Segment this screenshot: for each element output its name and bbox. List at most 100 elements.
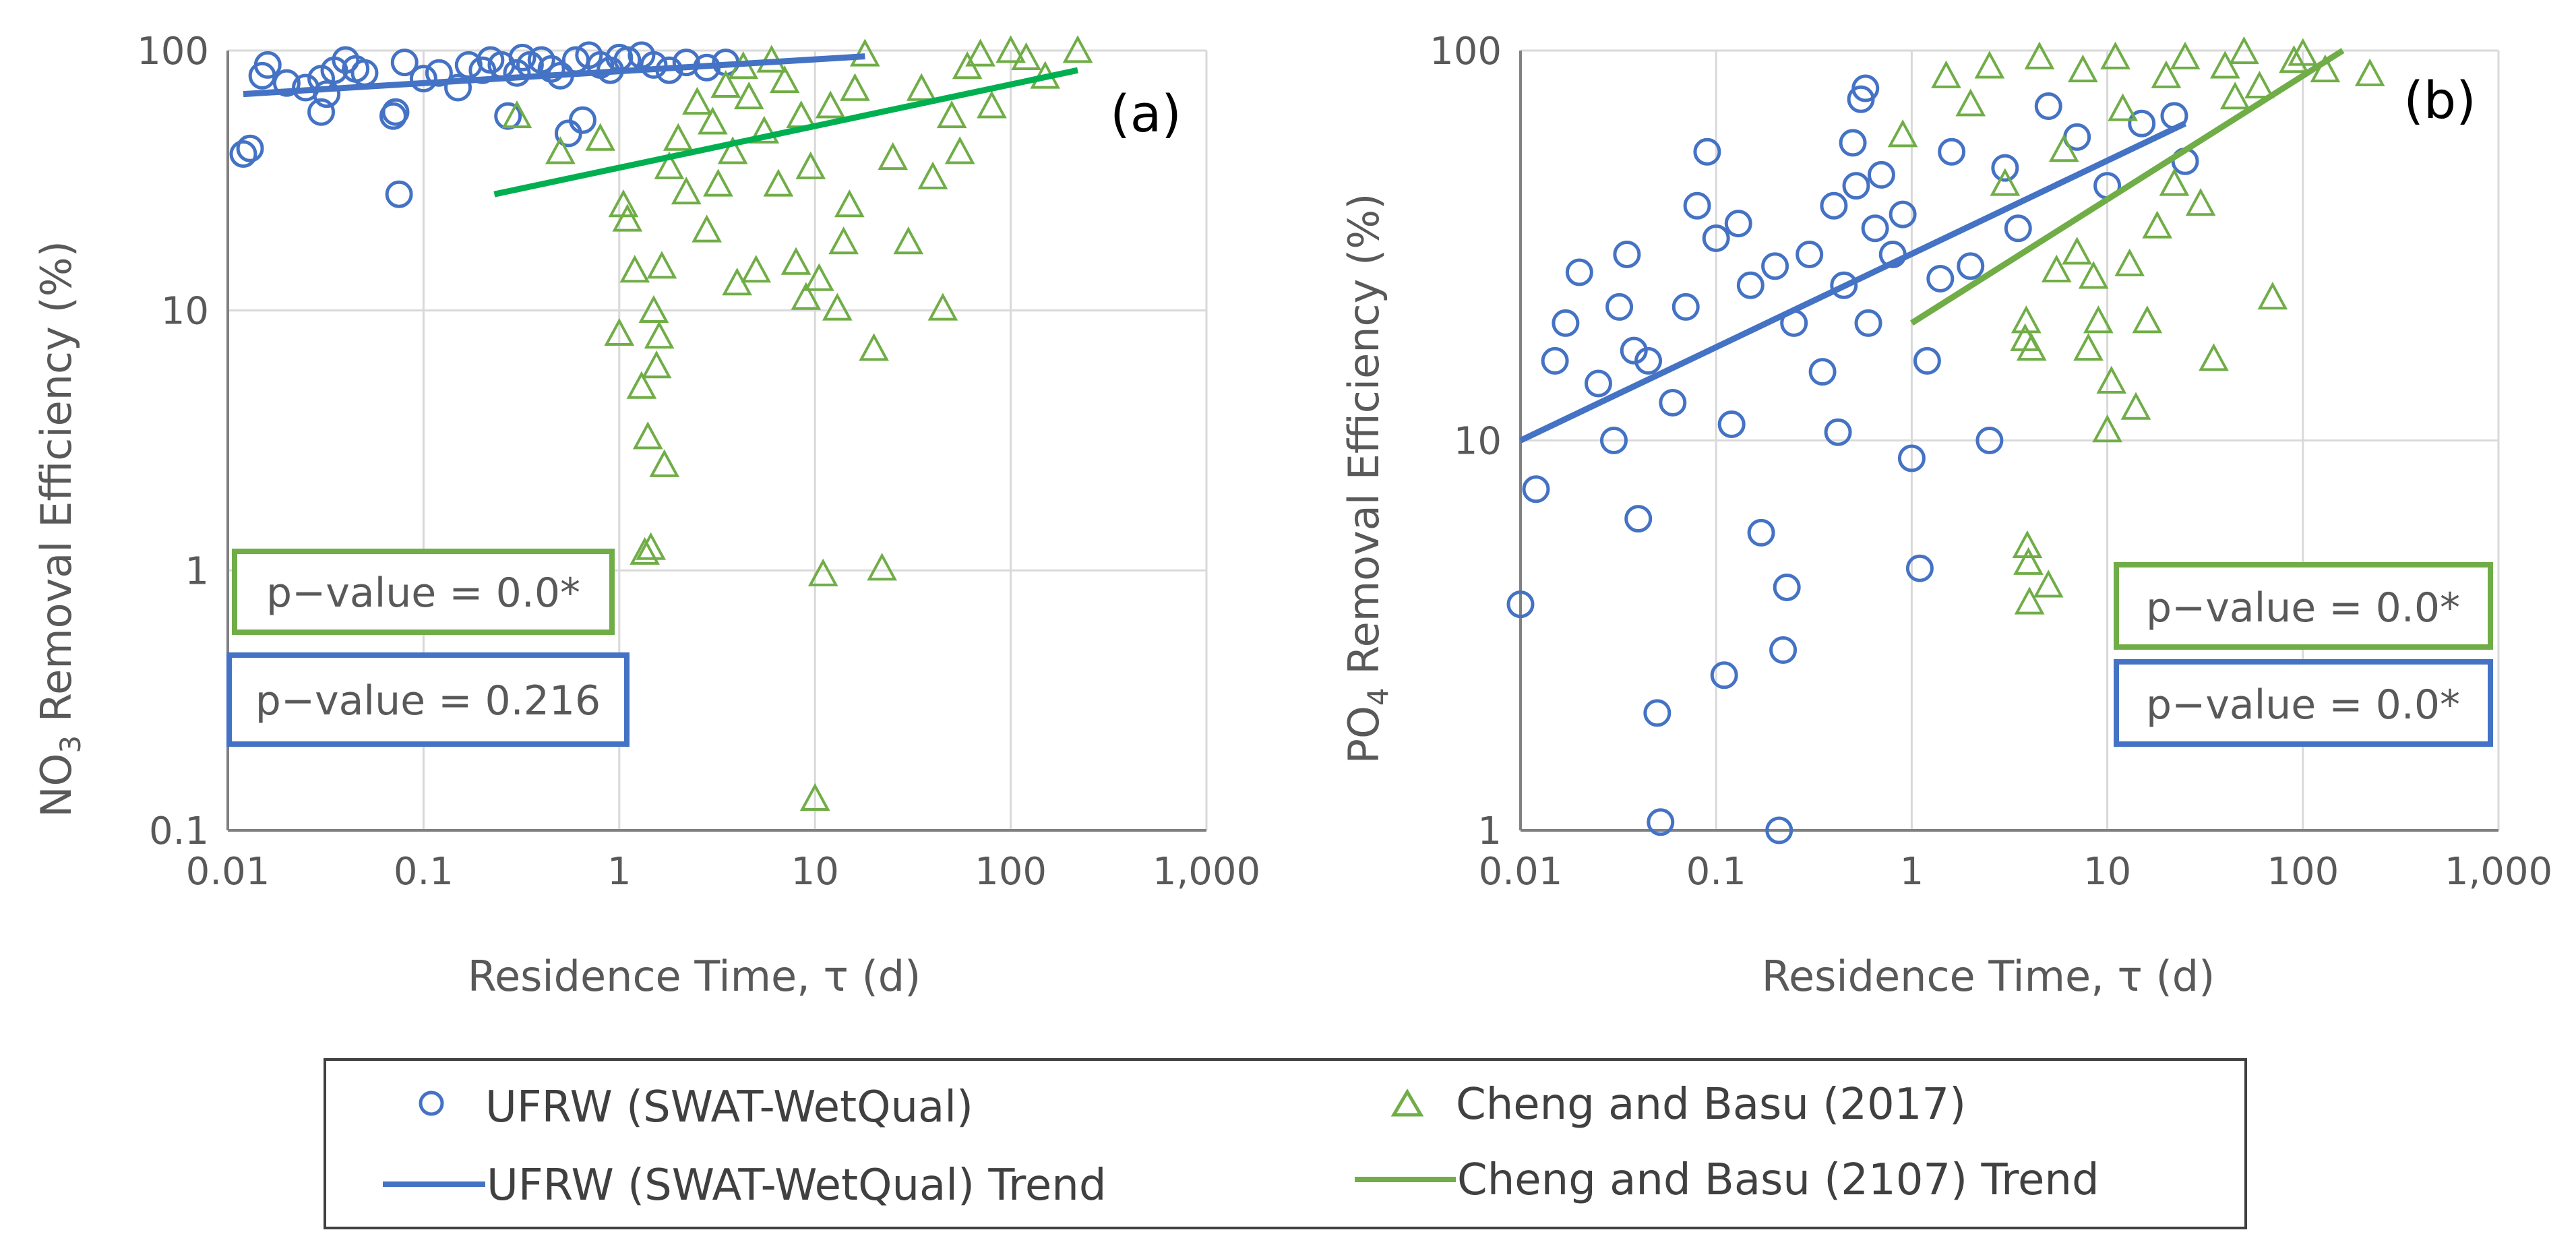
panel-b-ufrw-point (1867, 160, 1895, 189)
panel-a-ytick-label: 1 (185, 549, 209, 593)
panel-b-cheng-point (2108, 93, 2138, 121)
panel-b-ufrw-point (1747, 518, 1775, 547)
panel-b-xtick-label: 1 (1900, 850, 1924, 894)
panel-b-cheng-point (1887, 119, 1918, 148)
panel-a-cheng-point (697, 106, 728, 135)
panel-a-cheng-point (786, 100, 817, 129)
panel-a-cheng-point (769, 65, 800, 94)
panel-a-ufrw-point (508, 43, 536, 71)
panel-a-ufrw-point (253, 51, 282, 79)
panel-b-label: (b) (2403, 70, 2476, 130)
panel-a-cheng-point (893, 226, 924, 255)
panel-b-cheng-point (2354, 58, 2385, 86)
panel-b-cheng-point (2100, 41, 2130, 69)
panel-b-cheng-point (2288, 38, 2319, 66)
panel-b-ufrw-point (1991, 154, 2019, 182)
panel-b-ufrw-point (1710, 661, 1738, 689)
panel-b-cheng-point (2279, 45, 2309, 73)
panel-b-cheng-point (2011, 305, 2042, 334)
panel-a-cheng-point (636, 532, 667, 560)
panel-a-cheng-point (1062, 35, 1093, 63)
panel-b-ufrw-point (1926, 264, 1955, 293)
panel-b-trends (1519, 48, 2345, 443)
panel-b-cheng-point (2062, 237, 2093, 265)
panel-a-ufrw-point (640, 51, 668, 79)
panel-b-cheng-point (2209, 51, 2240, 79)
panel-b-ufrw-point (1599, 427, 1628, 454)
panel-b-cheng-point (2229, 36, 2259, 65)
panel-b-ufrw-point (2034, 92, 2062, 121)
panel-a-trend-cheng (493, 67, 1078, 197)
panel-b-cheng-point (2185, 188, 2216, 216)
panel-b-cheng-point (2132, 305, 2163, 334)
panel-b-ylabel: PO4 Removal Efficiency (%) (1339, 193, 1394, 764)
panel-b: 0.01 0.1 1 10 100 1,000 1 10 100 Residence Time,… (1339, 30, 2552, 1001)
panel-b-cheng-point (2067, 54, 2098, 83)
panel-a-cheng-point (840, 73, 870, 101)
panel-a-ytick-label: 0.1 (149, 809, 209, 853)
panel-a-xtick-label: 100 (975, 850, 1047, 894)
panel-b-ytick-label: 1 (1477, 809, 1502, 853)
panel-a-cheng-point (1011, 42, 1041, 70)
panel-b-cheng-point (2257, 282, 2288, 310)
panel-b-cheng-point (2244, 70, 2275, 99)
panel-b-cheng-point (2033, 570, 2064, 598)
panel-b-pvalue-ufrw: p−value = 0.0* (2146, 681, 2460, 729)
panel-a-ytick-label: 100 (137, 30, 209, 73)
panel-b-cheng-point (2083, 305, 2114, 334)
panel-b-cheng-point (2159, 168, 2190, 196)
panel-a-cheng-point (927, 293, 958, 321)
panel-a-xtick-label: 1,000 (1153, 850, 1260, 894)
panel-b-cheng-point (2199, 343, 2229, 371)
panel-b-ufrw-point (1647, 808, 1675, 836)
panel-b-pvalue-cheng-box (2114, 562, 2493, 650)
panel-b-ticks: 0.01 0.1 1 10 100 1,000 1 10 100 (1430, 30, 2552, 894)
panel-a-cheng-point (632, 421, 663, 450)
panel-a-cheng-point (936, 100, 967, 129)
panel-a-cheng-point (799, 782, 830, 811)
panel-b-ufrw-point (1522, 475, 1550, 503)
panel-a-cheng-point (995, 35, 1026, 63)
legend-box (324, 1058, 2247, 1229)
panel-b-ufrw-point (1541, 346, 1569, 375)
panel-b-ufrw-point (1613, 240, 1641, 268)
panel-b-ufrw-point (1851, 74, 1880, 102)
panel-b-pvalue-ufrw-box (2114, 659, 2493, 747)
panel-a-xtick-label: 10 (791, 850, 839, 894)
panel-b-ufrw-point (1765, 816, 1793, 845)
panel-a-ufrw-point (672, 49, 700, 77)
panel-b-cheng-point (2016, 332, 2047, 361)
panel-a-cheng-point (717, 136, 748, 164)
panel-a-trends (243, 53, 1078, 197)
panel-a-ufrw-point (390, 49, 419, 77)
panel-b-ufrw-point (1584, 369, 1612, 398)
panel-a-cheng-point (545, 136, 576, 164)
panel-a-cheng-point (638, 295, 669, 324)
panel-a-cheng-point (803, 263, 834, 291)
panel-b-ufrw-point (1693, 137, 1721, 166)
panel-b-cheng-point (2013, 547, 2044, 575)
panel-b-ufrw-point (1702, 224, 1730, 253)
panel-a-ytick-label: 10 (161, 290, 209, 334)
panel-b-ufrw-point (1938, 137, 1966, 166)
panel-a-cheng-point (741, 255, 772, 283)
panel-b-ufrw-point (1854, 309, 1882, 337)
legend: UFRW (SWAT-WetQual) Cheng and Basu (2017… (324, 1058, 2247, 1229)
panel-a-ufrw-point (454, 51, 483, 79)
panel-a-cheng-point (859, 333, 889, 361)
panel-b-cheng-point (2012, 530, 2043, 559)
panel-b-ufrw-point (1897, 444, 1926, 472)
panel-a-ufrw-point (350, 59, 379, 87)
panel-b-ufrw-point (1889, 200, 1917, 228)
panel-a-cheng-point (834, 189, 865, 218)
panel-a-xtick-label: 0.1 (394, 850, 454, 894)
panel-a-cheng-point (849, 38, 880, 67)
panel-b-cheng-point (2170, 41, 2201, 69)
panel-b-ufrw-point (1820, 191, 1848, 220)
panel-a-cheng-point (867, 553, 898, 581)
panel-b-ufrw-point (1824, 418, 1852, 446)
panel-b-ufrw-point (1506, 590, 1535, 619)
panel-a-pvalue-cheng-box (232, 549, 615, 635)
